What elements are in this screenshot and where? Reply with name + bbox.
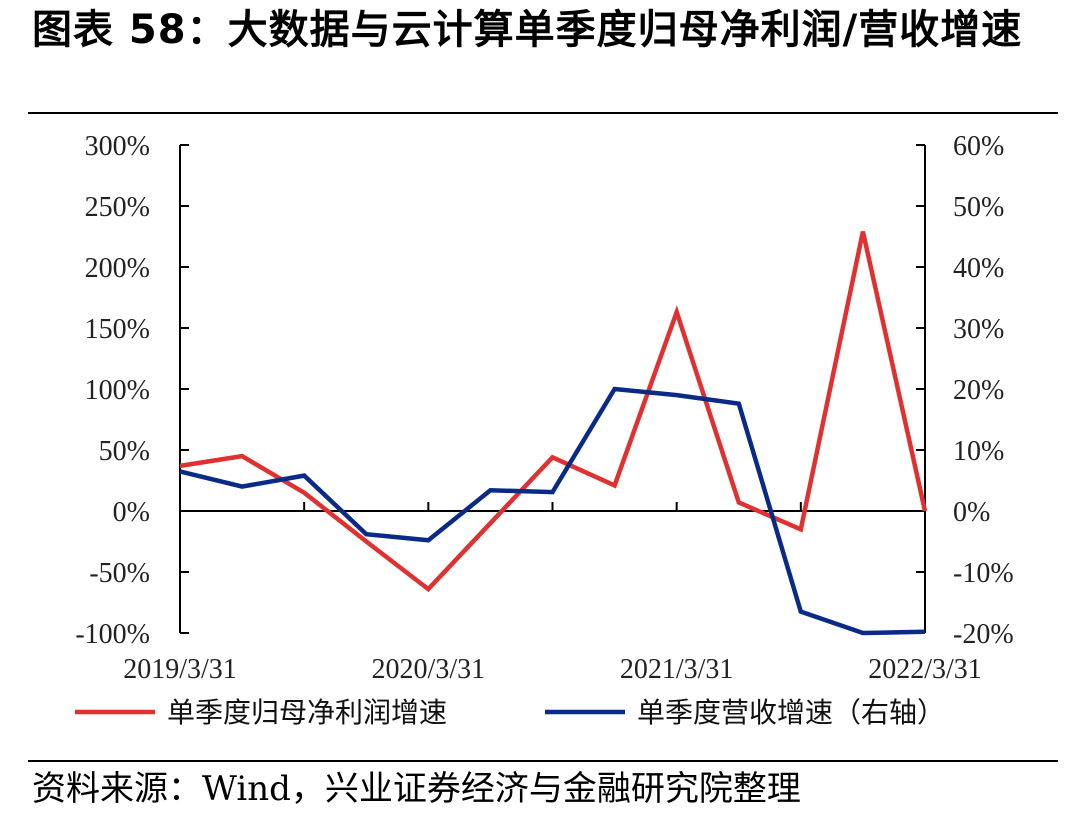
right-tick-label: -20% bbox=[953, 619, 1014, 650]
bottom-rule bbox=[28, 760, 1058, 762]
legend-label: 单季度归母净利润增速 bbox=[167, 696, 447, 729]
left-tick-label: 200% bbox=[85, 253, 150, 284]
right-tick-label: 40% bbox=[953, 253, 1004, 284]
legend-label: 单季度营收增速（右轴） bbox=[637, 696, 945, 729]
left-tick-label: 0% bbox=[113, 497, 150, 528]
right-tick-label: 10% bbox=[953, 436, 1004, 467]
left-tick-label: 300% bbox=[85, 131, 150, 162]
right-tick-label: 30% bbox=[953, 314, 1004, 345]
x-tick-label: 2020/3/31 bbox=[372, 654, 486, 685]
series-line-1 bbox=[179, 386, 926, 636]
right-tick-label: 60% bbox=[953, 131, 1004, 162]
left-tick-label: 150% bbox=[85, 314, 150, 345]
left-tick-label: -100% bbox=[75, 619, 150, 650]
chart-title: 图表 58：大数据与云计算单季度归母净利润/营收增速 bbox=[32, 7, 1023, 53]
left-tick-label: 100% bbox=[85, 375, 150, 406]
left-tick-label: -50% bbox=[89, 558, 150, 589]
right-tick-label: 50% bbox=[953, 192, 1004, 223]
right-tick-label: -10% bbox=[953, 558, 1014, 589]
source-note: 资料来源：Wind，兴业证券经济与金融研究院整理 bbox=[32, 769, 801, 809]
x-tick-label: 2019/3/31 bbox=[123, 654, 237, 685]
x-tick-label: 2022/3/31 bbox=[868, 654, 982, 685]
right-tick-label: 0% bbox=[953, 497, 990, 528]
series-line-0 bbox=[179, 231, 928, 593]
right-tick-label: 20% bbox=[953, 375, 1004, 406]
top-rule bbox=[28, 112, 1058, 114]
left-tick-label: 250% bbox=[85, 192, 150, 223]
x-tick-label: 2021/3/31 bbox=[620, 654, 734, 685]
chart: 300% 250% 200% 150% 100% 50% 0% -50% -100% 60% 50%… bbox=[75, 131, 1014, 729]
left-tick-label: 50% bbox=[99, 436, 150, 467]
